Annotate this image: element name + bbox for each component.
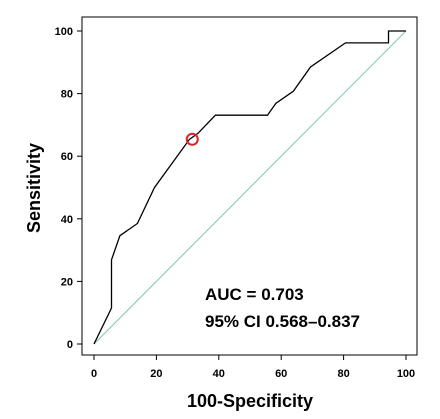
reference-diagonal-line (93, 30, 407, 345)
x-tick-label: 20 (150, 368, 162, 380)
y-tick-label: 100 (55, 26, 73, 38)
x-tick-label: 40 (213, 368, 225, 380)
y-tick-label: 40 (61, 214, 73, 226)
marker-layer (185, 132, 199, 146)
plot-frame (81, 16, 418, 356)
cutoff-marker (185, 132, 199, 146)
x-tick-label: 0 (91, 368, 97, 380)
y-tick-label: 20 (61, 276, 73, 288)
roc-curve-line (93, 30, 406, 345)
auc-annotation: AUC = 0.703 (205, 285, 304, 304)
y-tick-label: 80 (61, 89, 73, 101)
x-tick-label: 80 (337, 368, 349, 380)
y-axis-title: Sensitivity (24, 143, 44, 233)
x-tick-label: 100 (397, 368, 415, 380)
x-axis-title: 100-Specificity (187, 391, 313, 411)
x-tick-label: 60 (275, 368, 287, 380)
y-tick-label: 60 (61, 151, 73, 163)
ci-annotation: 95% CI 0.568–0.837 (205, 312, 360, 331)
series-layer (93, 30, 407, 345)
y-axis: 0 20 40 60 80 100 (55, 26, 82, 351)
y-tick-label: 0 (67, 339, 73, 351)
x-axis: 0 20 40 60 80 100 (91, 355, 415, 380)
